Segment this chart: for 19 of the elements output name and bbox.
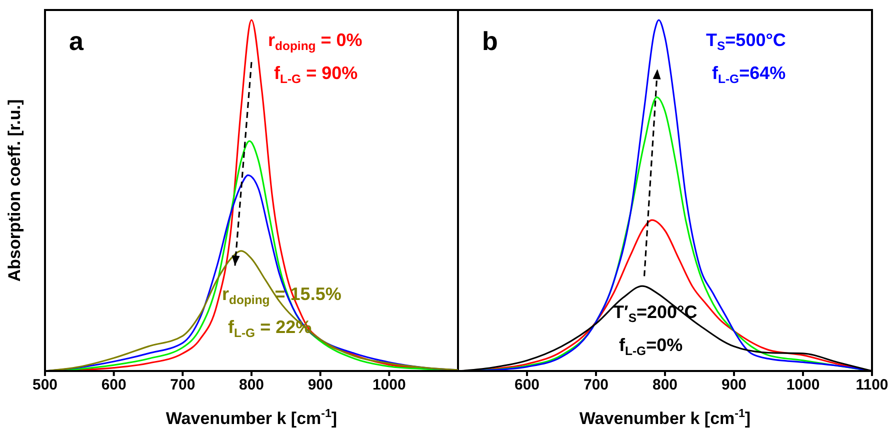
chart-title: a <box>69 26 84 56</box>
series-label: T$_{S}$=500°C f$_{L-G}$=64% <box>706 30 786 86</box>
x-tick-label: 700 <box>583 376 609 394</box>
x-tick-label: 600 <box>514 376 540 394</box>
x-tick-label: 600 <box>101 376 126 394</box>
x-axis-title: Wavenumber k [cm$^{-1}$] <box>166 408 338 428</box>
x-tick-label: 800 <box>238 376 264 394</box>
x-tick-label: 1000 <box>372 376 406 394</box>
x-tick-label: 1100 <box>856 376 888 394</box>
x-tick-label: 700 <box>170 376 196 394</box>
x-tick-label: 800 <box>652 376 678 394</box>
x-axis-title: Wavenumber k [cm$^{-1}$] <box>579 408 751 428</box>
text: r$_{doping}$ = 0% f$_{L-G}$ = 90% <box>268 30 362 86</box>
x-tick-label: 1000 <box>786 376 820 394</box>
x-tick-label: 900 <box>308 376 333 394</box>
chart-title: b <box>482 26 498 56</box>
x-tick-label: 900 <box>721 376 747 394</box>
x-tick-label: 500 <box>32 376 58 394</box>
y-axis-title: Absorption coeff. [r.u.] <box>5 99 24 282</box>
